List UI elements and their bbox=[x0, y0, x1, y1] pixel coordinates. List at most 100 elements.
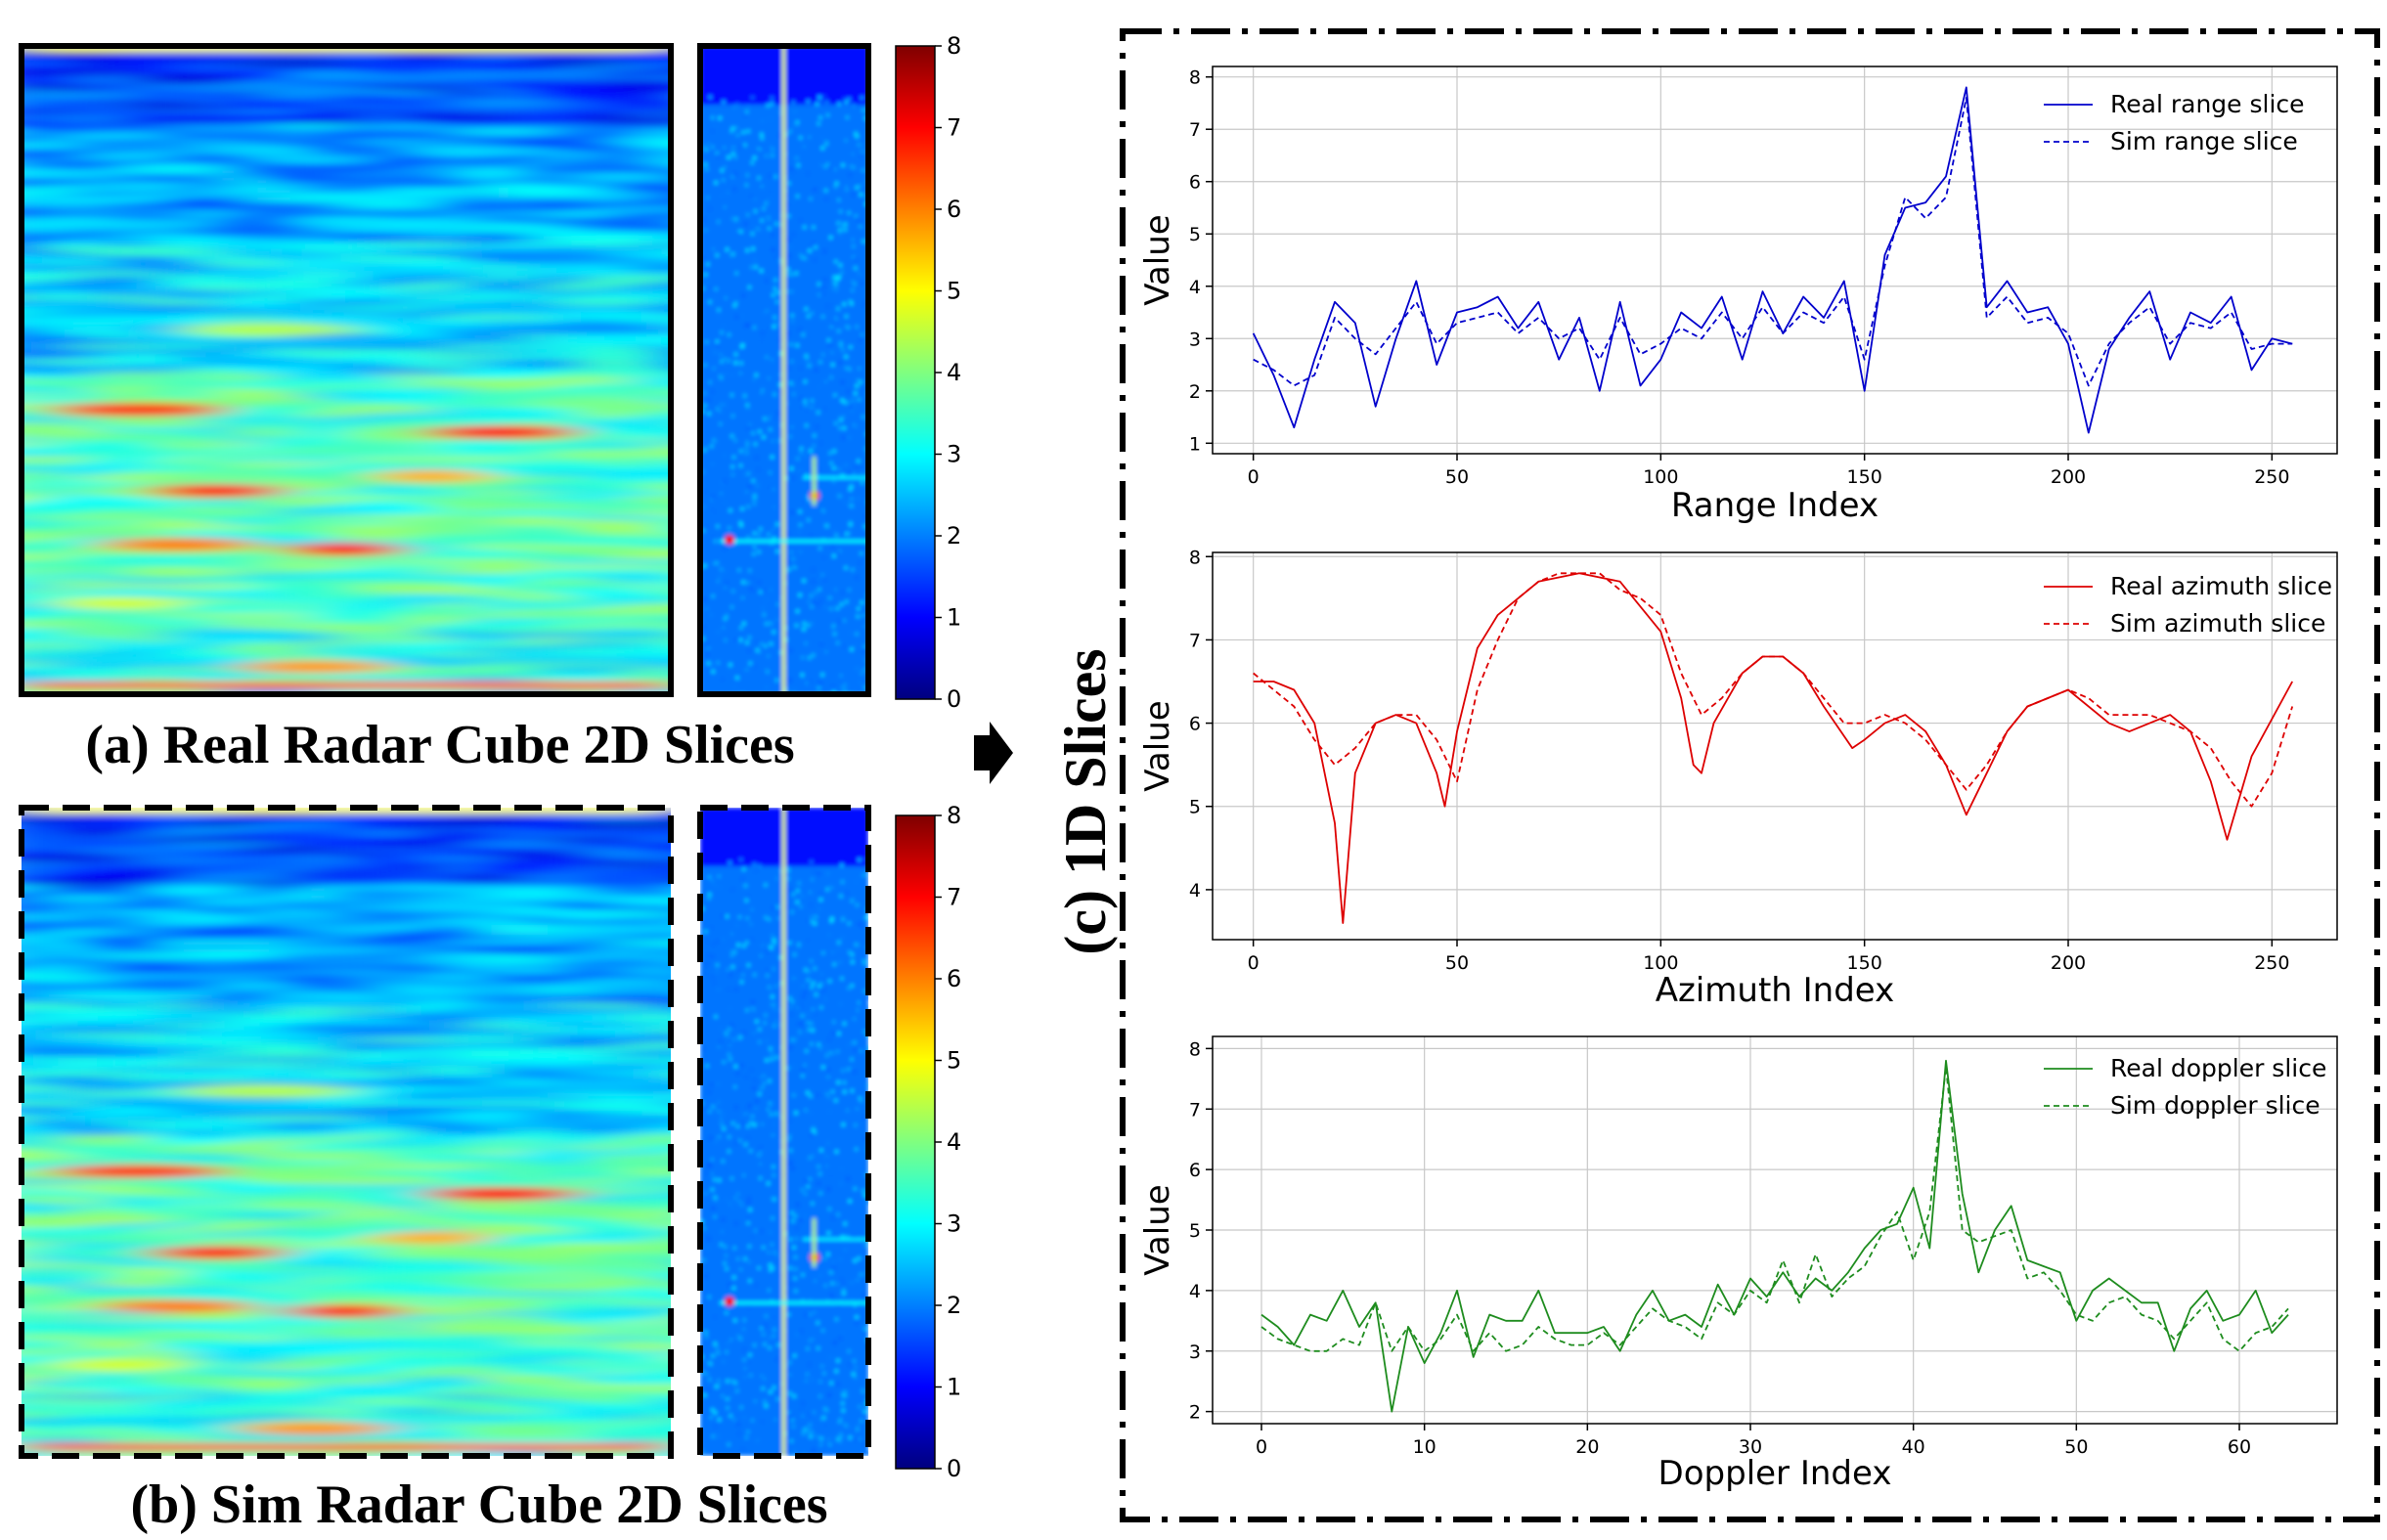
doppler-noise bbox=[833, 304, 837, 308]
doppler-noise bbox=[728, 1007, 731, 1010]
heatmap-cell bbox=[308, 207, 360, 212]
doppler-noise bbox=[850, 504, 853, 507]
heatmap-cell bbox=[268, 901, 400, 905]
doppler-noise bbox=[761, 388, 765, 392]
heatmap-cell bbox=[310, 149, 402, 154]
heatmap-cell bbox=[149, 1150, 268, 1155]
doppler-noise bbox=[823, 1284, 827, 1288]
heatmap-cell bbox=[613, 251, 671, 256]
doppler-noise bbox=[738, 372, 742, 375]
heatmap-cell bbox=[356, 915, 470, 920]
doppler-noise bbox=[729, 1202, 732, 1206]
colorbar-tick-label: 0 bbox=[947, 1455, 961, 1482]
doppler-noise bbox=[866, 1084, 868, 1088]
heatmap-cell bbox=[452, 80, 546, 85]
doppler-noise bbox=[772, 1002, 775, 1006]
heatmap-cell bbox=[130, 901, 195, 905]
heatmap-cell bbox=[345, 998, 392, 1003]
doppler-noise bbox=[829, 1271, 833, 1274]
doppler-noise bbox=[796, 889, 800, 893]
heatmap-cell bbox=[618, 320, 671, 325]
heatmap-cell bbox=[392, 520, 509, 525]
heatmap-cell bbox=[91, 1003, 143, 1008]
heatmap-cell bbox=[375, 861, 510, 866]
heatmap-cell bbox=[664, 827, 671, 832]
heatmap-cell bbox=[446, 1184, 508, 1189]
heatmap-cell bbox=[22, 1077, 147, 1081]
heatmap-cell bbox=[22, 1321, 75, 1326]
doppler-noise bbox=[792, 1246, 796, 1250]
heatmap-cell bbox=[22, 1037, 63, 1042]
doppler-noise bbox=[735, 1072, 739, 1076]
doppler-noise bbox=[839, 1432, 843, 1436]
heatmap-cell bbox=[41, 959, 85, 964]
heatmap-cell bbox=[150, 1194, 266, 1199]
heatmap-cell bbox=[609, 822, 671, 827]
doppler-noise bbox=[739, 523, 743, 527]
heatmap-cell bbox=[537, 105, 616, 110]
heatmap-cell bbox=[126, 677, 206, 682]
heatmap-cell bbox=[307, 1326, 400, 1331]
doppler-noise bbox=[850, 1057, 854, 1061]
heatmap-cell bbox=[529, 506, 597, 510]
doppler-noise bbox=[767, 218, 771, 222]
heatmap-cell bbox=[118, 95, 225, 100]
heatmap-cell bbox=[305, 344, 430, 349]
doppler-noise bbox=[743, 112, 747, 116]
heatmap-cell bbox=[22, 1008, 64, 1013]
heatmap-cell bbox=[26, 1389, 97, 1394]
heatmap-cell bbox=[88, 388, 154, 393]
heatmap-cell bbox=[590, 1096, 671, 1101]
doppler-noise bbox=[845, 532, 849, 536]
heatmap-cell bbox=[417, 256, 477, 261]
doppler-noise bbox=[717, 874, 721, 878]
heatmap-cell bbox=[117, 1287, 241, 1292]
heatmap-cell bbox=[558, 398, 632, 403]
heatmap-cell bbox=[541, 202, 671, 207]
heatmap-cell bbox=[174, 891, 232, 896]
heatmap-cell bbox=[140, 388, 182, 393]
doppler-noise bbox=[729, 1414, 732, 1418]
doppler-noise bbox=[825, 1092, 829, 1096]
heatmap-cell bbox=[653, 242, 671, 246]
doppler-noise bbox=[835, 1372, 839, 1376]
doppler-noise bbox=[771, 933, 774, 937]
doppler-noise bbox=[785, 1364, 789, 1368]
doppler-noise bbox=[736, 1286, 739, 1290]
heatmap-cell bbox=[335, 1301, 420, 1306]
heatmap-cell bbox=[381, 1047, 459, 1052]
heatmap-cell bbox=[640, 315, 671, 320]
doppler-noise bbox=[720, 194, 723, 198]
heatmap-cell bbox=[458, 876, 531, 881]
heatmap-cell bbox=[277, 930, 349, 935]
heatmap-cell bbox=[192, 647, 235, 652]
doppler-noise bbox=[723, 1261, 727, 1265]
heatmap-cell bbox=[467, 1414, 531, 1419]
heatmap-cell bbox=[561, 1453, 671, 1456]
doppler-noise bbox=[812, 1448, 816, 1452]
heatmap-cell bbox=[226, 119, 326, 124]
heatmap-cell bbox=[435, 1057, 520, 1062]
doppler-noise bbox=[727, 359, 730, 363]
doppler-noise bbox=[745, 110, 749, 113]
doppler-noise bbox=[708, 1110, 712, 1114]
heatmap-hotspot bbox=[51, 403, 227, 417]
doppler-noise bbox=[838, 1440, 842, 1444]
heatmap-cell bbox=[568, 1145, 656, 1150]
heatmap-cell bbox=[546, 183, 632, 188]
heatmap-cell bbox=[419, 1135, 551, 1140]
heatmap-cell bbox=[642, 154, 671, 158]
doppler-noise bbox=[801, 1401, 805, 1405]
heatmap-cell bbox=[543, 837, 651, 842]
heatmap-cell bbox=[22, 134, 82, 139]
heatmap-cell bbox=[300, 574, 417, 579]
doppler-noise bbox=[844, 501, 848, 505]
heatmap-cell bbox=[149, 886, 279, 891]
heatmap-cell bbox=[266, 993, 393, 998]
heatmap-cell bbox=[510, 178, 595, 183]
heatmap-cell bbox=[265, 85, 389, 90]
doppler-noise bbox=[728, 1135, 731, 1139]
doppler-noise bbox=[753, 494, 757, 498]
doppler-noise bbox=[704, 526, 708, 530]
doppler-noise bbox=[865, 919, 868, 923]
